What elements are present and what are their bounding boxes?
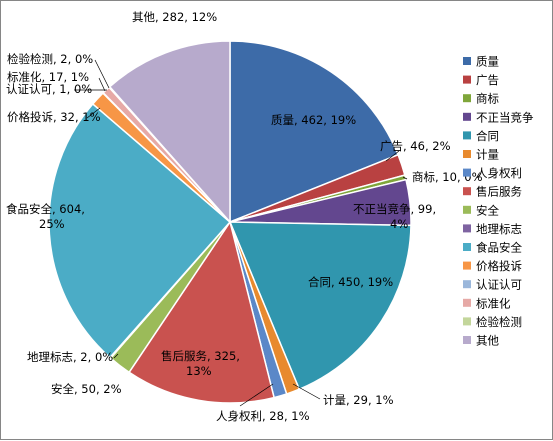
leader-lines xyxy=(74,59,408,407)
pie-slice xyxy=(228,221,412,391)
data-label: 计量, 29, 1% xyxy=(323,393,394,407)
data-label: 商标, 10, 0% xyxy=(412,170,483,184)
legend-label: 食品安全 xyxy=(476,241,522,255)
leader-line xyxy=(86,107,101,119)
legend-swatch xyxy=(463,336,471,344)
legend-label: 其他 xyxy=(476,334,499,348)
data-label: 质量, 462, 19% xyxy=(271,113,356,127)
data-label: 售后服务, 325, 13% xyxy=(161,349,240,378)
pie-slice xyxy=(48,102,232,359)
pie-slice xyxy=(229,40,400,224)
legend-swatch xyxy=(463,112,471,121)
pie-slice xyxy=(128,220,275,404)
legend-label: 计量 xyxy=(476,148,499,162)
legend-label: 价格投诉 xyxy=(476,259,522,273)
legend-swatch xyxy=(463,57,471,65)
legend-swatch xyxy=(463,75,471,84)
legend-swatch xyxy=(463,243,471,251)
leader-line xyxy=(239,383,274,407)
data-label: 广告, 46, 2% xyxy=(380,139,451,153)
legend-label: 认证认可 xyxy=(476,278,522,292)
legend-swatch xyxy=(463,150,471,158)
data-label: 不正当竞争, 99, 4% xyxy=(353,202,436,231)
leader-line xyxy=(385,150,400,162)
legend-swatch xyxy=(463,298,471,307)
data-labels: 质量, 462, 19% 广告, 46, 2% 商标, 10, 0% 不正当竞争, 9… xyxy=(6,10,483,423)
legend-label: 广告 xyxy=(476,73,499,87)
pie-slices xyxy=(48,40,412,404)
data-label: 价格投诉, 32, 1% xyxy=(7,110,101,124)
legend-label: 质量 xyxy=(476,55,499,69)
data-label: 其他, 282, 12% xyxy=(132,10,217,24)
legend-swatch xyxy=(463,261,471,270)
data-label: 合同, 450, 19% xyxy=(308,275,393,289)
legend-label: 地理标志 xyxy=(476,222,522,236)
legend-label: 安全 xyxy=(476,203,499,217)
legend-swatch xyxy=(463,205,471,214)
legend-swatch xyxy=(463,224,471,233)
pie-slice xyxy=(108,40,231,224)
data-label: 标准化, 17, 1% xyxy=(7,70,89,84)
data-label: 食品安全, 604, 25% xyxy=(6,202,85,231)
legend-label: 不正当竞争 xyxy=(476,110,534,124)
data-label: 安全, 50, 2% xyxy=(51,382,122,396)
legend-label: 合同 xyxy=(476,129,499,143)
data-label: 检验检测, 2, 0% xyxy=(7,52,93,66)
data-label: 人身权利, 28, 1% xyxy=(216,409,310,423)
legend-label: 检验检测 xyxy=(476,315,522,329)
leader-line xyxy=(94,59,110,89)
legend-swatch xyxy=(463,187,471,196)
legend-label: 标准化 xyxy=(476,296,511,310)
legend-swatch xyxy=(463,131,471,140)
legend-label: 售后服务 xyxy=(476,185,522,199)
legend-label: 商标 xyxy=(476,92,499,106)
leader-line xyxy=(402,176,408,180)
legend: 质量广告商标不正当竞争合同计量人身权利售后服务安全地理标志食品安全价格投诉认证认… xyxy=(463,55,534,348)
leader-line xyxy=(292,383,321,400)
legend-swatch xyxy=(463,168,471,177)
legend-swatch xyxy=(463,280,471,289)
data-label: 认证认可, 1, 0% xyxy=(6,82,92,96)
leader-line xyxy=(98,77,106,92)
legend-label: 人身权利 xyxy=(476,166,522,180)
data-label: 地理标志, 2, 0% xyxy=(27,350,113,364)
legend-swatch xyxy=(463,317,471,326)
legend-swatch xyxy=(463,94,471,103)
leader-line xyxy=(113,353,119,359)
